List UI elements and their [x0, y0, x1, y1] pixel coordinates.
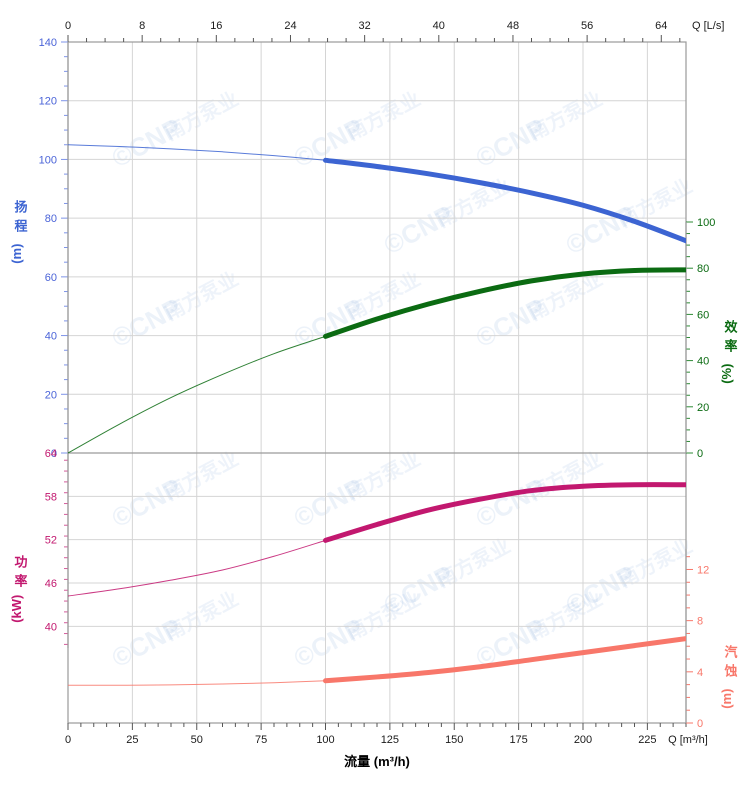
axis-unit-top-q-ls: Q [L/s] [692, 20, 724, 32]
curve-thin-efficiency [68, 335, 326, 454]
tick-label-efficiency: 20 [697, 402, 709, 414]
axis-title-head: 扬程 (m) [9, 200, 28, 264]
svg-text:(%): (%) [719, 364, 734, 384]
svg-text:程: 程 [14, 219, 27, 234]
axis-left-power: 40 46 52 58 64 [45, 448, 69, 648]
tick-label-bottom-q: 75 [255, 734, 267, 746]
tick-label-head: 0 [51, 448, 57, 460]
tick-label-bottom-q: 0 [65, 734, 71, 746]
axis-right-npsh: 0 4 8 12 [685, 549, 709, 730]
tick-label-bottom-q: 100 [316, 734, 334, 746]
tick-label-bottom-q: 150 [445, 734, 463, 746]
tick-label-bottom-q: 25 [126, 734, 138, 746]
svg-text:(kW): (kW) [9, 595, 24, 623]
tick-label-efficiency: 100 [697, 217, 715, 229]
svg-text:扬: 扬 [14, 200, 27, 215]
tick-label-power: 40 [45, 621, 57, 633]
axis-bottom-q-m3h: 0 25 50 75 100 125 150 175 200 225 Q [m³/h] [65, 723, 708, 746]
svg-text:蚀: 蚀 [723, 664, 737, 679]
tick-label-head: 60 [45, 272, 57, 284]
curve-efficiency [68, 267, 686, 454]
tick-label-efficiency: 60 [697, 309, 709, 321]
tick-label-bottom-q: 50 [191, 734, 203, 746]
curve-power [68, 482, 686, 597]
tick-label-efficiency: 40 [697, 356, 709, 368]
tick-label-npsh: 0 [697, 718, 703, 730]
svg-text:率: 率 [14, 574, 27, 589]
axis-left-head: 0 20 40 60 80 100 120 140 [39, 37, 69, 460]
svg-text:效: 效 [724, 320, 738, 335]
tick-label-bottom-q: 175 [509, 734, 527, 746]
tick-label-head: 40 [45, 331, 57, 343]
tick-label-head: 100 [39, 154, 57, 166]
curve-bold-head [323, 157, 686, 244]
tick-label-bottom-q: 125 [381, 734, 399, 746]
svg-text:汽: 汽 [724, 645, 737, 660]
tick-label-top-q-ls: 16 [210, 20, 222, 32]
tick-label-head: 20 [45, 389, 57, 401]
svg-text:(m): (m) [9, 244, 24, 264]
curve-thin-head [68, 144, 326, 161]
tick-label-efficiency: 0 [697, 448, 703, 460]
axis-title-npsh: 汽蚀 (m) [719, 645, 738, 709]
curve-head [68, 144, 686, 244]
tick-label-npsh: 12 [697, 564, 709, 576]
tick-label-top-q-ls: 40 [433, 20, 445, 32]
tick-label-power: 58 [45, 491, 57, 503]
tick-label-npsh: 8 [697, 616, 703, 628]
curve-bold-npsh [323, 636, 686, 684]
curve-thin-npsh [68, 680, 326, 686]
svg-text:功: 功 [14, 555, 27, 570]
curve-bold-efficiency [323, 267, 686, 339]
tick-label-npsh: 4 [697, 667, 703, 679]
tick-label-top-q-ls: 56 [581, 20, 593, 32]
tick-label-top-q-ls: 8 [139, 20, 145, 32]
curve-layer [68, 144, 686, 686]
axis-right-efficiency: 0 20 40 60 80 100 [685, 217, 715, 460]
tick-label-head: 120 [39, 96, 57, 108]
axis-title-efficiency: 效率 (%) [719, 320, 738, 384]
tick-label-bottom-q: 225 [638, 734, 656, 746]
tick-label-bottom-q: 200 [574, 734, 592, 746]
svg-text:率: 率 [724, 339, 737, 354]
curve-npsh [68, 636, 686, 686]
axis-title-power: 功率 (kW) [9, 555, 28, 623]
svg-text:(m): (m) [719, 689, 734, 709]
axis-unit-bottom-q: Q [m³/h] [668, 734, 708, 746]
tick-label-power: 52 [45, 535, 57, 547]
grid-layer [68, 42, 686, 723]
curve-bold-power [323, 482, 686, 543]
tick-label-head: 140 [39, 37, 57, 49]
tick-label-power: 46 [45, 578, 57, 590]
tick-label-top-q-ls: 64 [655, 20, 667, 32]
tick-label-top-q-ls: 24 [284, 20, 296, 32]
tick-label-top-q-ls: 0 [65, 20, 71, 32]
tick-label-top-q-ls: 32 [359, 20, 371, 32]
tick-label-top-q-ls: 48 [507, 20, 519, 32]
tick-label-head: 80 [45, 213, 57, 225]
axis-titles: 扬程(m)功率(kW)效率(%)汽蚀(m)流量 (m³/h) [9, 200, 738, 769]
axis-title-flow: 流量 (m³/h) [344, 754, 410, 769]
axis-top-q-ls: 0 8 16 24 32 40 48 56 64 Q [L/s] [65, 20, 724, 42]
curve-thin-power [68, 539, 326, 597]
tick-label-power: 64 [45, 448, 57, 460]
tick-label-efficiency: 80 [697, 263, 709, 275]
